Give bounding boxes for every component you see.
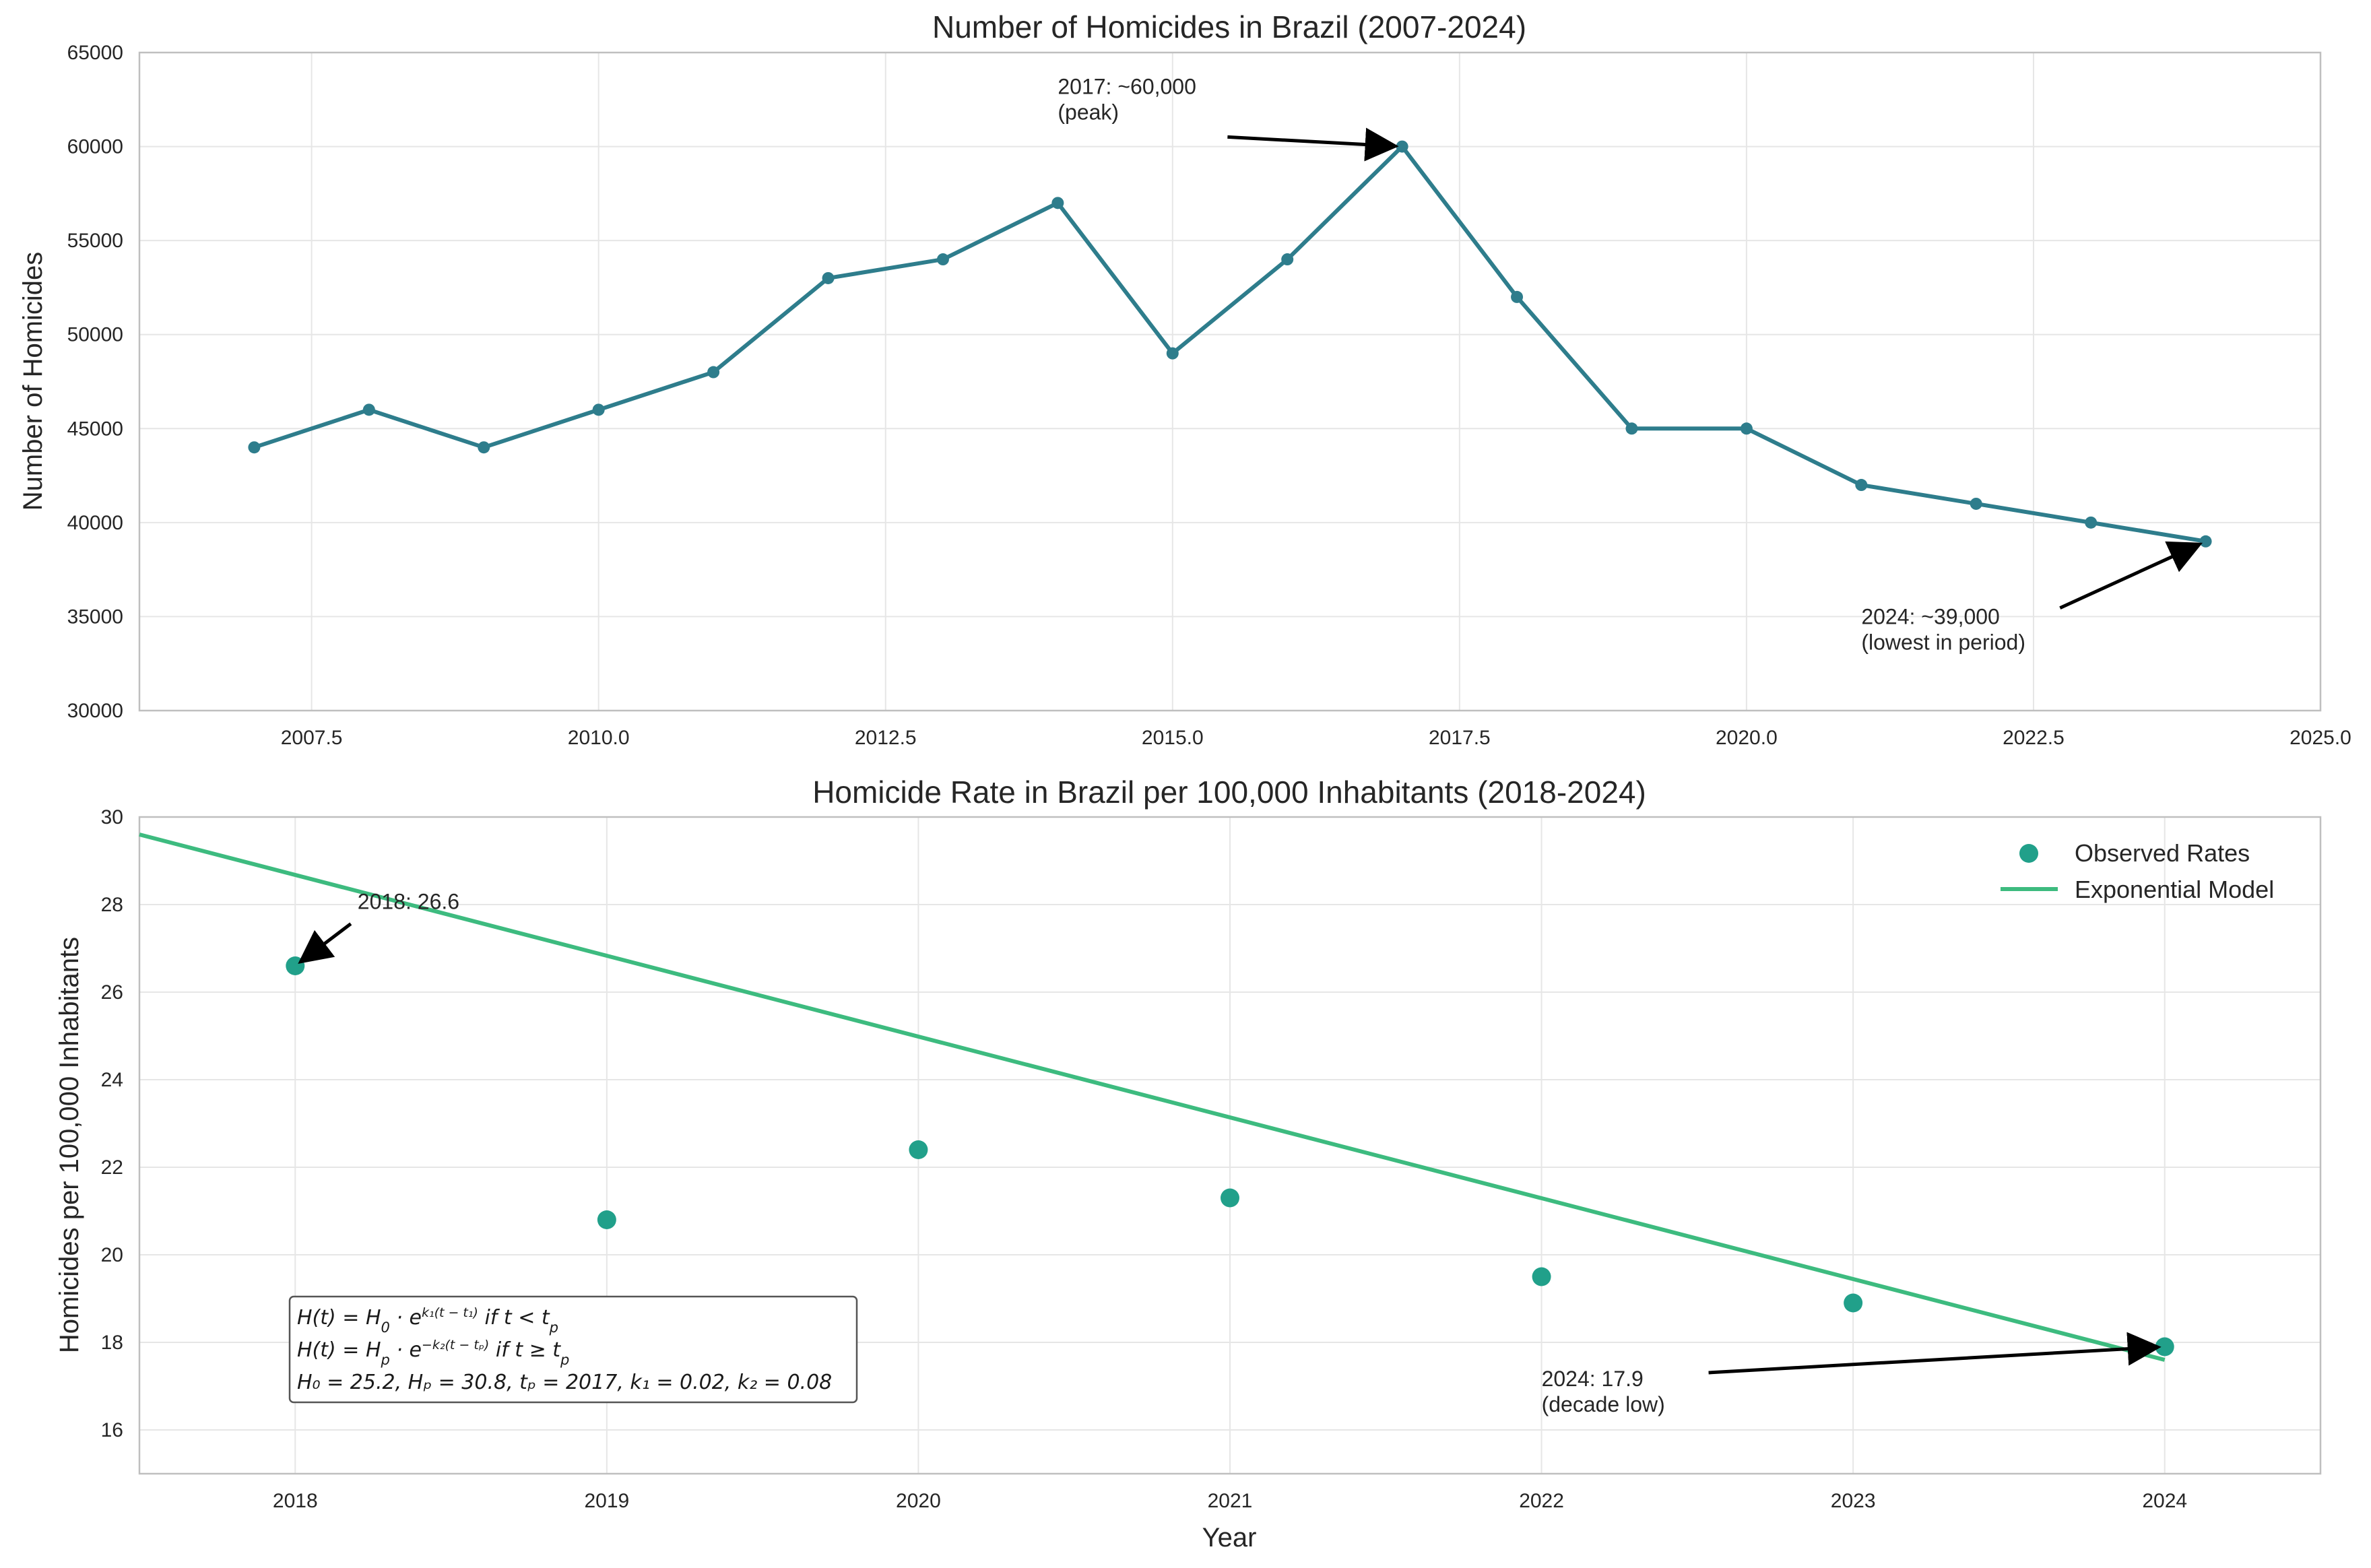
formula-line-2: H(t) = Hp · e−k₂(t − tₚ) if t ≥ tp: [297, 1338, 569, 1368]
homicides-data-point: [248, 441, 261, 454]
homicides-data-point: [1051, 197, 1064, 209]
chart2-ytick-label: 24: [101, 1069, 123, 1091]
observed-rate-point: [597, 1210, 616, 1229]
chart2-x-axis-label: Year: [1202, 1523, 1257, 1553]
chart2-plot-area: [138, 816, 2322, 1475]
chart2-annotation-text: 2018: 26.6: [358, 890, 459, 914]
homicides-data-point: [1970, 497, 1982, 510]
chart2-ytick-label: 18: [101, 1332, 123, 1354]
homicides-data-point: [362, 403, 375, 416]
homicides-data-point: [1740, 422, 1753, 435]
homicides-data-point: [1511, 290, 1524, 303]
chart2-annotation-arrow: [1708, 1332, 2162, 1375]
chart2-annotation-text: 2024: 17.9 (decade low): [1542, 1367, 1665, 1416]
chart2-annotations: 2018: 26.6 2024: 17.9 (decade low): [298, 890, 2162, 1416]
chart1-xtick-label: 2022.5: [2003, 727, 2065, 749]
homicides-data-point: [2199, 535, 2212, 548]
chart2-title: Homicide Rate in Brazil per 100,000 Inha…: [812, 775, 1646, 810]
chart1-plot-area: [138, 51, 2322, 712]
legend-model-label: Exponential Model: [2075, 876, 2274, 903]
chart1-ytick-label: 65000: [67, 42, 123, 64]
chart2-legend: Observed Rates Exponential Model: [2001, 839, 2274, 903]
homicides-data-point: [1166, 347, 1179, 360]
chart2-x-ticks: 2018 2019 2020 2021 2022 2023 2024: [273, 1490, 2187, 1512]
chart1-ytick-label: 35000: [67, 606, 123, 628]
observed-rate-point: [1221, 1188, 1239, 1208]
homicides-data-point: [1855, 479, 1868, 492]
chart1-ytick-label: 40000: [67, 512, 123, 534]
chart2-xtick-label: 2018: [273, 1490, 318, 1512]
homicides-data-point: [822, 271, 835, 284]
observed-rate-point: [1532, 1267, 1551, 1286]
homicides-count-chart: Number of Homicides in Brazil (2007-2024…: [18, 9, 2351, 749]
chart1-ytick-label: 55000: [67, 230, 123, 252]
chart1-annotation-arrow: [2059, 541, 2203, 610]
chart2-ytick-label: 16: [101, 1419, 123, 1441]
chart1-ytick-label: 45000: [67, 418, 123, 440]
chart2-ytick-label: 30: [101, 806, 123, 828]
chart1-xtick-label: 2017.5: [1429, 727, 1491, 749]
chart2-xtick-label: 2021: [1208, 1490, 1253, 1512]
chart2-xtick-label: 2019: [584, 1490, 629, 1512]
chart1-annotation-arrow: [1227, 127, 1399, 162]
homicides-data-point: [707, 366, 720, 379]
chart2-annotation-arrow: [298, 922, 352, 964]
chart1-xtick-label: 2007.5: [281, 727, 343, 749]
chart1-xtick-label: 2012.5: [855, 727, 917, 749]
observed-rate-point: [2155, 1337, 2174, 1357]
chart2-xtick-label: 2023: [1831, 1490, 1876, 1512]
homicides-data-point: [592, 403, 605, 416]
exponential-model-line: [139, 832, 2166, 1362]
legend-observed-marker: [2019, 844, 2038, 863]
chart1-x-ticks: 2007.5 2010.0 2012.5 2015.0 2017.5 2020.0 2022…: [281, 727, 2351, 749]
chart1-ytick-label: 60000: [67, 136, 123, 158]
chart1-y-axis-label: Number of Homicides: [18, 252, 48, 511]
chart2-ytick-label: 26: [101, 981, 123, 1004]
homicides-data-point: [1625, 422, 1638, 435]
observed-rate-point: [909, 1140, 928, 1159]
legend-observed-label: Observed Rates: [2075, 839, 2250, 867]
chart1-xtick-label: 2025.0: [2289, 727, 2351, 749]
chart1-xtick-label: 2020.0: [1716, 727, 1778, 749]
observed-rate-point: [1844, 1293, 1863, 1313]
chart2-ytick-label: 20: [101, 1244, 123, 1266]
chart2-xtick-label: 2020: [896, 1490, 941, 1512]
chart2-ytick-label: 28: [101, 894, 123, 916]
chart1-xtick-label: 2015.0: [1142, 727, 1204, 749]
formula-line-3: H₀ = 25.2, Hₚ = 30.8, tₚ = 2017, k₁ = 0.…: [297, 1371, 832, 1394]
homicides-data-point: [1396, 140, 1408, 153]
chart2-ytick-label: 22: [101, 1156, 123, 1179]
chart1-annotation-text: 2024: ~39,000 (lowest in period): [1861, 605, 2025, 655]
homicides-data-point: [478, 441, 490, 454]
homicides-series-points: [248, 140, 2212, 548]
chart1-ytick-label: 50000: [67, 324, 123, 346]
chart2-y-ticks: 16 18 20 22 24 26 28 30: [101, 806, 123, 1441]
chart1-ytick-label: 30000: [67, 700, 123, 722]
chart1-xtick-label: 2010.0: [568, 727, 630, 749]
chart2-y-axis-label: Homicides per 100,000 Inhabitants: [55, 937, 84, 1353]
homicides-data-point: [2085, 516, 2098, 529]
chart1-y-ticks: 30000 35000 40000 45000 50000 55000 60000 65000: [67, 42, 123, 722]
chart2-xtick-label: 2024: [2142, 1490, 2187, 1512]
homicides-data-point: [1281, 253, 1294, 266]
homicide-rate-chart: Homicide Rate in Brazil per 100,000 Inha…: [55, 775, 2322, 1553]
formula-line-1: H(t) = H0 · ek₁(t − t₁) if t < tp: [297, 1305, 558, 1336]
chart1-annotation-text: 2017: ~60,000 (peak): [1058, 74, 1196, 124]
homicides-series-line: [253, 144, 2207, 544]
chart1-annotations: 2017: ~60,000 (peak) 2024: ~39,000 (lowest …: [1058, 74, 2203, 655]
chart1-grid: [139, 52, 2321, 711]
chart2-xtick-label: 2022: [1519, 1490, 1564, 1512]
chart1-title: Number of Homicides in Brazil (2007-2024…: [932, 9, 1526, 44]
model-formula-box: H(t) = H0 · ek₁(t − t₁) if t < tp H(t) =…: [288, 1295, 858, 1404]
homicides-data-point: [936, 253, 949, 266]
